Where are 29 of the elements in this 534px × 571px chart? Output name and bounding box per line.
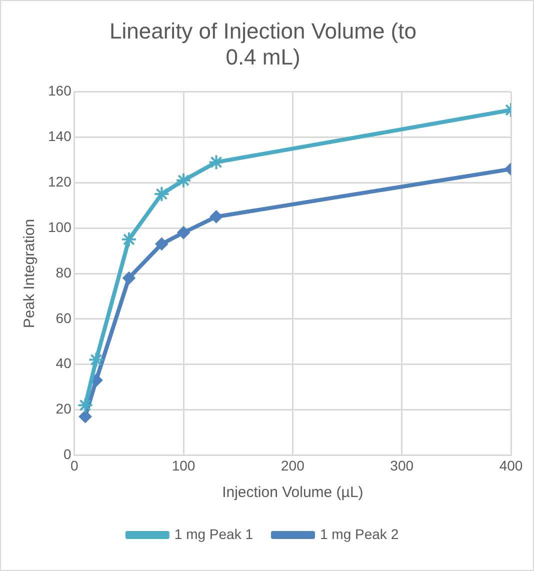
point [210, 210, 223, 224]
y-tick-label: 100 [48, 218, 72, 235]
x-tick-label: 300 [390, 457, 414, 474]
point [208, 154, 224, 170]
y-tick-label: 80 [56, 264, 72, 280]
y-tick-label: 60 [56, 310, 72, 326]
legend-label: 1 mg Peak 2 [320, 526, 399, 542]
y-tick-label: 140 [48, 128, 72, 144]
chart-title: Linearity of Injection Volume (to 0.4 mL) [110, 18, 416, 70]
point [120, 231, 137, 248]
legend-label: 1 mg Peak 1 [174, 526, 254, 542]
point [176, 172, 192, 188]
point [154, 186, 170, 202]
x-tick-label: 100 [172, 457, 196, 474]
x-tick-label: 200 [281, 457, 305, 474]
x-tick-label: 400 [499, 457, 523, 474]
y-tick-label: 0 [64, 446, 72, 462]
y-tick-label: 20 [56, 400, 72, 417]
y-tick-label: 160 [48, 82, 72, 99]
point [177, 226, 190, 240]
point [122, 272, 136, 285]
point [78, 410, 92, 424]
point [77, 397, 94, 414]
point [155, 237, 168, 250]
point [88, 352, 104, 368]
y-tick-label: 120 [48, 174, 72, 190]
y-axis-title: Peak Integration [21, 218, 38, 328]
x-axis-title: Injection Volume (µL) [222, 484, 364, 502]
y-tick-label: 40 [56, 355, 72, 372]
